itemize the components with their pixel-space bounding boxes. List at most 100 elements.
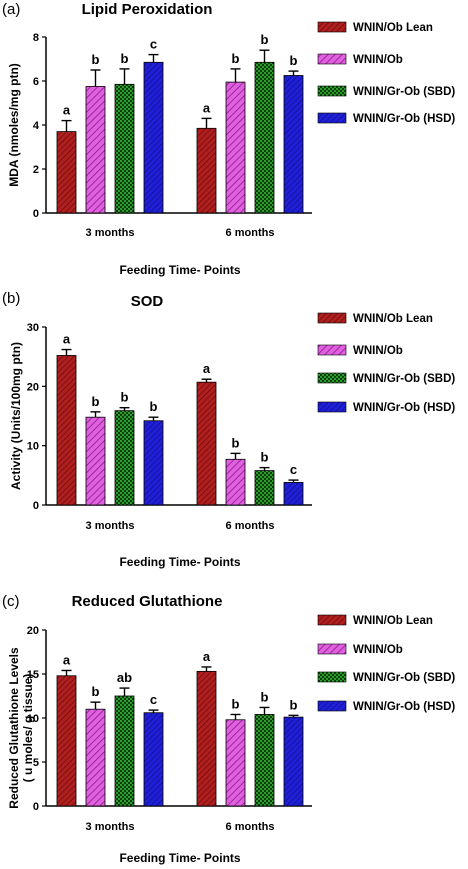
legend-swatch (317, 671, 347, 683)
legend-swatch (317, 372, 347, 384)
bar (225, 719, 246, 807)
legend-label: WNIN/Ob (353, 345, 403, 357)
bar (283, 716, 304, 807)
bar (196, 127, 217, 214)
significance-letter: b (92, 684, 100, 699)
bar (56, 355, 77, 506)
legend-label: WNIN/Gr-Ob (SBD) (353, 86, 455, 98)
bar (56, 675, 77, 807)
x-tick-label: 3 months (86, 227, 135, 239)
legend-swatch (317, 401, 347, 413)
x-tick-label: 6 months (226, 821, 275, 833)
significance-letter: b (261, 450, 269, 465)
significance-letter: b (92, 52, 100, 67)
significance-letter: a (203, 100, 211, 115)
significance-letter: ab (117, 670, 132, 685)
bar (254, 714, 275, 807)
x-axis-label: Feeding Time- Points (119, 263, 240, 277)
y-axis-label: Activity (Units/100mg ptn) (9, 342, 23, 490)
bar (114, 410, 135, 506)
x-axis-label: Feeding Time- Points (119, 851, 240, 865)
bar (114, 695, 135, 807)
significance-letter: a (63, 103, 71, 118)
significance-letter: b (290, 697, 298, 712)
legend-label: WNIN/Gr-Ob (HSD) (353, 113, 455, 125)
legend-label: WNIN/Gr-Ob (SBD) (353, 373, 455, 385)
legend-swatch (317, 53, 347, 65)
legend-swatch (317, 700, 347, 712)
significance-letter: b (261, 689, 269, 704)
bar (143, 61, 164, 214)
y-axis-label: MDA (nmoles/mg ptn) (7, 63, 21, 187)
chart-panel-2: (b) SOD 0 10 20 30 Activity (Units/100mg ptn) a… (2, 290, 455, 569)
y-tick-label: 20 (27, 625, 39, 637)
bar (225, 458, 246, 506)
legend-swatch (317, 344, 347, 356)
significance-letter: c (290, 462, 297, 477)
legend-swatch (317, 112, 347, 124)
y-tick-label: 0 (33, 801, 39, 813)
significance-letter: b (232, 51, 240, 66)
y-tick-label: 20 (27, 381, 39, 393)
legend-label: WNIN/Ob Lean (353, 615, 433, 627)
chart-title: Reduced Glutathione (72, 593, 223, 610)
legend-label: WNIN/Ob (353, 644, 403, 656)
y-tick-label: 30 (27, 322, 39, 334)
panel-label: (c) (2, 593, 20, 610)
y-tick-label: 10 (27, 713, 39, 725)
legend-swatch (317, 614, 347, 626)
legend-swatch (317, 21, 347, 33)
significance-letter: b (232, 435, 240, 450)
significance-letter: b (121, 390, 129, 405)
y-tick-label: 6 (33, 76, 39, 88)
chart-title: SOD (131, 293, 164, 310)
y-tick-label: 10 (27, 441, 39, 453)
bar (114, 83, 135, 214)
x-tick-label: 3 months (86, 520, 135, 532)
legend-label: WNIN/Gr-Ob (SBD) (353, 672, 455, 684)
y-tick-label: 0 (33, 500, 39, 512)
bar (143, 420, 164, 506)
legend-label: WNIN/Ob Lean (353, 313, 433, 325)
legend-label: WNIN/Ob (353, 54, 403, 66)
panel-label: (b) (2, 290, 20, 307)
chart-panel-3: (c) Reduced Glutathione 0 5 10 15 20 Reduced Gl… (2, 593, 455, 865)
y-tick-label: 4 (33, 120, 40, 132)
x-tick-label: 6 months (226, 520, 275, 532)
x-tick-label: 3 months (86, 821, 135, 833)
y-tick-label: 8 (33, 32, 39, 44)
y-tick-label: 15 (27, 669, 39, 681)
bar (254, 61, 275, 214)
legend-swatch (317, 643, 347, 655)
significance-letter: b (121, 51, 129, 66)
bar (254, 470, 275, 506)
chart-title: Lipid Peroxidation (82, 1, 213, 18)
significance-letter: a (63, 652, 71, 667)
significance-letter: a (63, 332, 71, 347)
bar (143, 712, 164, 807)
bar (85, 416, 106, 506)
significance-letter: b (232, 696, 240, 711)
y-axis-label-line: ( u moles/ g tissue) (21, 674, 35, 783)
significance-letter: b (290, 53, 298, 68)
y-tick-label: 5 (33, 757, 39, 769)
legend-label: WNIN/Gr-Ob (HSD) (353, 402, 455, 414)
y-tick-label: 2 (33, 164, 39, 176)
bar (196, 670, 217, 807)
bar (85, 86, 106, 214)
y-axis-label-line: Reduced Glutathione Levels (7, 647, 21, 809)
bar (283, 75, 304, 214)
significance-letter: c (150, 37, 157, 52)
legend-label: WNIN/Ob Lean (353, 22, 433, 34)
significance-letter: a (203, 649, 211, 664)
x-tick-label: 6 months (226, 227, 275, 239)
significance-letter: b (150, 399, 158, 414)
panel-label: (a) (2, 1, 20, 18)
bar (283, 482, 304, 506)
y-tick-label: 0 (33, 208, 39, 220)
significance-letter: a (203, 361, 211, 376)
significance-letter: b (92, 394, 100, 409)
legend-swatch (317, 85, 347, 97)
significance-letter: c (150, 692, 157, 707)
